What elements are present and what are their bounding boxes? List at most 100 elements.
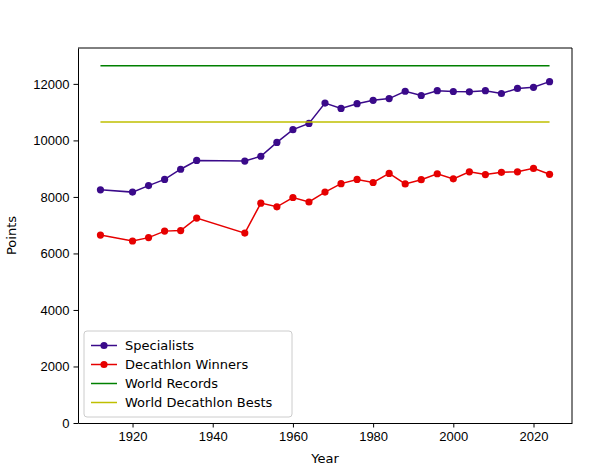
axis-line	[79, 423, 573, 424]
point	[129, 237, 136, 244]
tick-label: 1980	[359, 429, 388, 444]
point	[418, 92, 425, 99]
tick: 8000	[41, 190, 78, 205]
tick: 0	[62, 416, 78, 431]
point	[353, 100, 360, 107]
point	[402, 180, 409, 187]
tick-mark	[373, 423, 374, 428]
tick: 1960	[279, 423, 308, 444]
tick-label: 0	[62, 416, 69, 431]
point	[498, 90, 505, 97]
x-axis-title: Year	[310, 451, 339, 466]
tick-mark	[74, 84, 79, 85]
point	[193, 157, 200, 164]
point	[546, 171, 553, 178]
legend-swatch	[91, 402, 117, 404]
point	[177, 227, 184, 234]
point	[145, 182, 152, 189]
point	[257, 153, 264, 160]
point	[241, 157, 248, 164]
tick-mark	[293, 423, 294, 428]
tick-label: 10000	[33, 133, 69, 148]
point	[514, 168, 521, 175]
point	[193, 215, 200, 222]
tick-mark	[213, 423, 214, 428]
point	[386, 170, 393, 177]
point	[482, 87, 489, 94]
tick: 2020	[520, 423, 549, 444]
point	[273, 139, 280, 146]
point	[289, 126, 296, 133]
point	[450, 175, 457, 182]
tick-mark	[453, 423, 454, 428]
frame	[78, 48, 572, 49]
point	[546, 78, 553, 85]
tick-label: 1920	[119, 429, 148, 444]
tick-mark	[133, 423, 134, 428]
point	[305, 198, 312, 205]
point	[321, 100, 328, 107]
legend-marker	[100, 342, 107, 349]
point	[97, 186, 104, 193]
point	[498, 169, 505, 176]
tick: 2000	[439, 423, 468, 444]
point	[273, 203, 280, 210]
axis-line	[78, 49, 79, 424]
tick: 6000	[41, 246, 78, 261]
tick-label: 12000	[33, 77, 69, 92]
point	[145, 234, 152, 241]
tick-label: 8000	[41, 190, 70, 205]
tick-label: 2000	[41, 359, 70, 374]
tick-mark	[74, 423, 79, 424]
legend-marker	[100, 361, 107, 368]
point	[289, 194, 296, 201]
tick: 1940	[199, 423, 228, 444]
tick-label: 2000	[439, 429, 468, 444]
point	[530, 165, 537, 172]
y-axis: 0 2000 4000 6000 8000 10000 12000	[33, 49, 78, 431]
point	[129, 189, 136, 196]
point	[418, 176, 425, 183]
tick-mark	[74, 253, 79, 254]
legend-label: Specialists	[125, 338, 194, 353]
tick-label: 6000	[41, 246, 70, 261]
tick-mark	[534, 423, 535, 428]
tick-label: 1940	[199, 429, 228, 444]
tick-mark	[74, 140, 79, 141]
tick-label: 1960	[279, 429, 308, 444]
point	[514, 85, 521, 92]
point	[434, 87, 441, 94]
point	[450, 88, 457, 95]
point	[177, 166, 184, 173]
point	[482, 171, 489, 178]
tick-mark	[74, 310, 79, 311]
tick-label: 4000	[41, 303, 70, 318]
point	[370, 179, 377, 186]
point	[97, 231, 104, 238]
tick: 4000	[41, 303, 78, 318]
point	[337, 105, 344, 112]
point	[530, 84, 537, 91]
legend-box	[84, 331, 292, 417]
tick-label: 2020	[520, 429, 549, 444]
tick-mark	[74, 366, 79, 367]
point	[337, 180, 344, 187]
series-line	[100, 65, 549, 67]
series-line	[100, 168, 549, 241]
series-line	[100, 121, 549, 123]
point	[402, 88, 409, 95]
x-axis: 1920 1940 1960 1980 2000 2020	[79, 423, 573, 444]
legend-label: Decathlon Winners	[125, 357, 248, 372]
point	[305, 120, 312, 127]
legend-label: World Decathlon Bests	[125, 395, 273, 410]
point	[353, 176, 360, 183]
tick: 1980	[359, 423, 388, 444]
series-line	[100, 82, 549, 192]
point	[321, 189, 328, 196]
point	[466, 88, 473, 95]
legend-swatch	[91, 383, 117, 385]
point	[161, 228, 168, 235]
plot-area	[97, 66, 553, 245]
frame	[572, 48, 573, 423]
point	[386, 95, 393, 102]
